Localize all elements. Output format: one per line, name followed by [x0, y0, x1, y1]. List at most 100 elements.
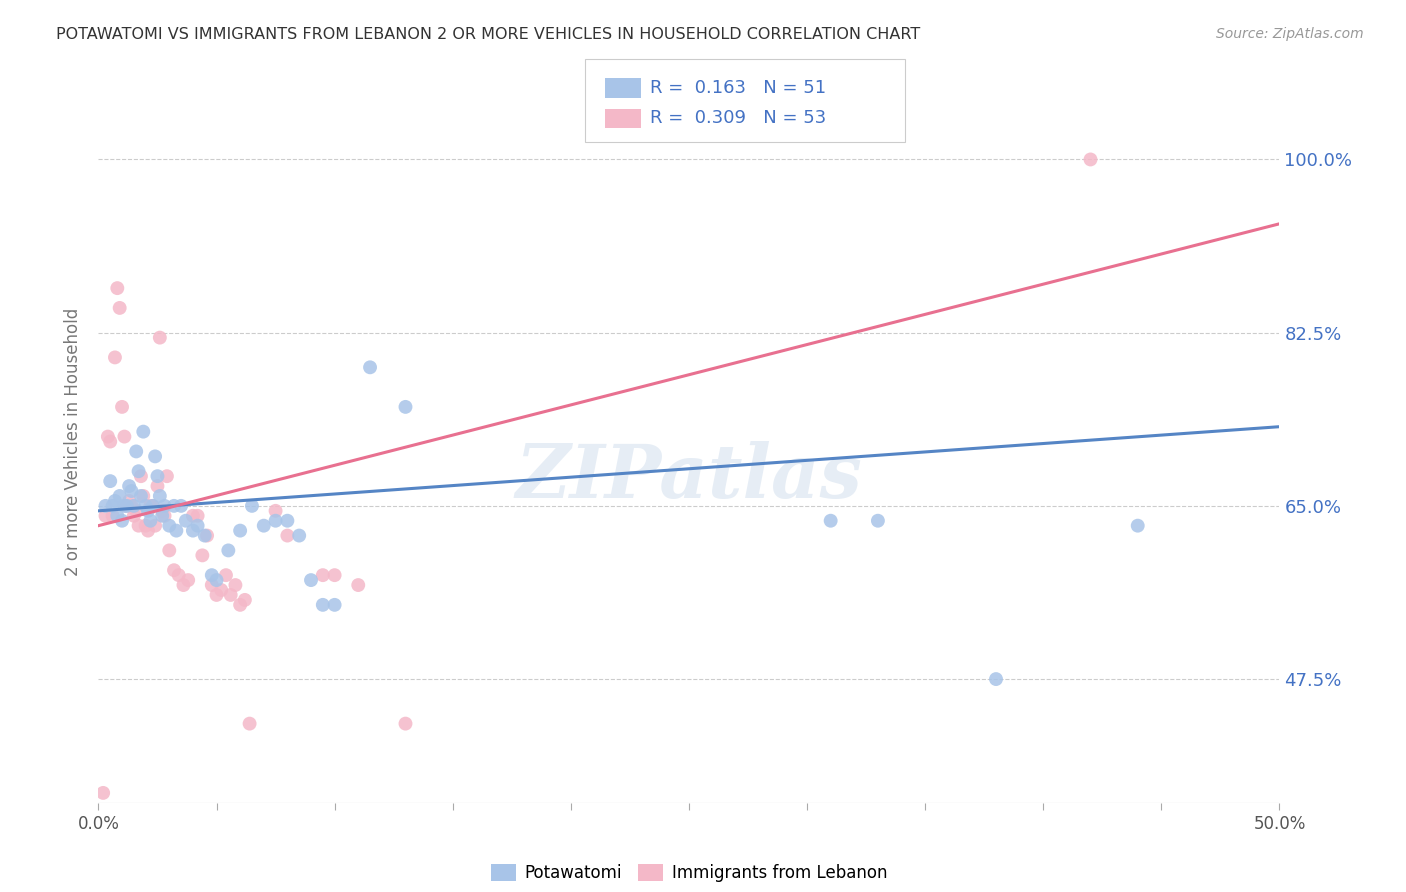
Point: [288, 528, 311, 542]
Point: [201, 578, 224, 592]
Point: [187, 518, 209, 533]
Point: [98, 434, 121, 449]
Point: [312, 568, 335, 582]
Point: [359, 360, 381, 375]
Point: [239, 716, 262, 731]
Point: [142, 499, 165, 513]
Point: [94, 508, 117, 523]
Point: [105, 508, 128, 523]
Text: ZIPatlas: ZIPatlas: [516, 442, 862, 514]
Point: [136, 524, 159, 538]
Point: [97, 429, 120, 443]
Point: [132, 489, 155, 503]
Point: [229, 598, 252, 612]
Point: [122, 508, 145, 523]
Point: [229, 524, 252, 538]
Point: [394, 400, 416, 414]
Point: [101, 499, 124, 513]
Point: [240, 499, 263, 513]
Text: Source: ZipAtlas.com: Source: ZipAtlas.com: [1216, 27, 1364, 41]
Point: [136, 504, 159, 518]
Point: [299, 573, 322, 587]
Point: [111, 400, 134, 414]
Point: [174, 514, 197, 528]
Point: [125, 504, 148, 518]
Point: [104, 351, 127, 365]
Point: [167, 568, 190, 582]
Point: [108, 489, 131, 503]
Point: [209, 582, 232, 597]
Point: [143, 518, 166, 533]
Point: [1126, 518, 1149, 533]
Point: [866, 514, 889, 528]
Point: [264, 504, 287, 518]
Point: [153, 499, 176, 513]
Point: [153, 508, 176, 523]
Point: [163, 499, 186, 513]
Point: [323, 568, 346, 582]
Point: [1080, 153, 1102, 167]
Point: [112, 499, 135, 513]
Point: [118, 494, 141, 508]
Point: [201, 568, 224, 582]
Point: [205, 573, 228, 587]
Point: [276, 514, 298, 528]
Point: [156, 469, 179, 483]
Point: [187, 508, 209, 523]
Point: [224, 578, 246, 592]
Point: [135, 518, 157, 533]
Point: [170, 499, 193, 513]
Point: [139, 514, 162, 528]
Point: [191, 549, 214, 563]
Point: [149, 330, 172, 344]
Point: [181, 524, 204, 538]
Text: POTAWATOMI VS IMMIGRANTS FROM LEBANON 2 OR MORE VEHICLES IN HOUSEHOLD CORRELATIO: POTAWATOMI VS IMMIGRANTS FROM LEBANON 2 …: [56, 27, 921, 42]
Point: [233, 593, 256, 607]
Point: [194, 528, 217, 542]
Point: [98, 474, 121, 488]
Point: [820, 514, 842, 528]
Point: [984, 672, 1007, 686]
Point: [157, 518, 180, 533]
Point: [132, 425, 155, 439]
Point: [122, 499, 145, 513]
Point: [195, 528, 218, 542]
Point: [112, 429, 135, 443]
Point: [217, 543, 239, 558]
Point: [125, 444, 148, 458]
Text: R =  0.163   N = 51: R = 0.163 N = 51: [650, 79, 825, 97]
Point: [149, 489, 172, 503]
Point: [129, 489, 152, 503]
Point: [323, 598, 346, 612]
Point: [215, 568, 238, 582]
Point: [121, 499, 143, 513]
Point: [91, 786, 114, 800]
Point: [115, 499, 138, 513]
Point: [205, 588, 228, 602]
Point: [94, 499, 117, 513]
Y-axis label: 2 or more Vehicles in Household: 2 or more Vehicles in Household: [65, 308, 83, 575]
Point: [146, 469, 169, 483]
Point: [104, 494, 127, 508]
Point: [128, 518, 150, 533]
Point: [347, 578, 370, 592]
Point: [101, 508, 124, 523]
Point: [111, 514, 134, 528]
Point: [146, 479, 169, 493]
Point: [121, 483, 143, 498]
Text: R =  0.309   N = 53: R = 0.309 N = 53: [650, 110, 825, 128]
Point: [394, 716, 416, 731]
Point: [312, 598, 335, 612]
Legend: Potawatomi, Immigrants from Lebanon: Potawatomi, Immigrants from Lebanon: [484, 857, 894, 888]
Point: [150, 504, 173, 518]
Point: [139, 499, 162, 513]
Point: [135, 499, 157, 513]
Point: [115, 499, 138, 513]
Point: [142, 499, 165, 513]
Point: [276, 528, 298, 542]
Point: [129, 469, 152, 483]
Point: [177, 573, 200, 587]
Point: [150, 508, 173, 523]
Point: [128, 464, 150, 478]
Point: [219, 588, 242, 602]
